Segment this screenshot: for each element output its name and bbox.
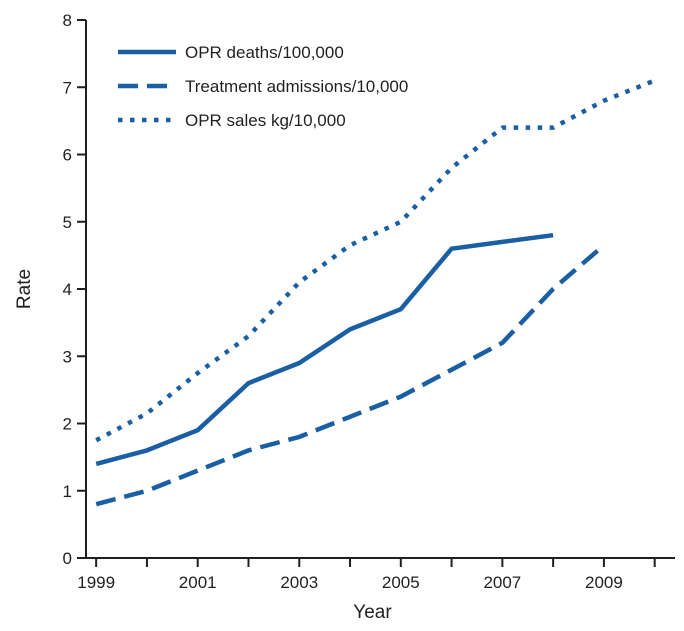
x-tick-label: 2009: [585, 573, 623, 592]
legend-item-0: OPR deaths/100,000: [118, 43, 344, 62]
y-tick-label: 7: [63, 78, 72, 97]
series-2-point: [601, 98, 606, 103]
y-tick-label: 5: [63, 213, 72, 232]
y-tick-label: 1: [63, 482, 72, 501]
y-tick-label: 0: [63, 549, 72, 568]
series-0-point: [500, 239, 505, 244]
y-axis-label: Rate: [14, 269, 35, 309]
series-line-2: [95, 78, 656, 443]
series-2-point: [297, 280, 302, 285]
series-0-point: [94, 461, 99, 466]
x-axis-ticks: 1999 2001 2003 2005 2007 2009: [77, 558, 656, 592]
series-0-point: [297, 360, 302, 365]
series-line-1: [95, 243, 606, 507]
legend-item-1: Treatment admissions/10,000: [118, 77, 408, 96]
x-tick-label: 2007: [483, 573, 521, 592]
x-tick-label: 2003: [280, 573, 318, 592]
series-1-point: [500, 340, 505, 345]
legend: OPR deaths/100,000 Treatment admissions/…: [118, 43, 408, 130]
y-tick-label: 6: [63, 146, 72, 165]
y-tick-label: 4: [63, 280, 72, 299]
axes-layer: [85, 20, 675, 559]
series-2-point: [449, 165, 454, 170]
series-2-point: [652, 78, 657, 83]
series-1-point: [297, 434, 302, 439]
series-2-point: [195, 371, 200, 376]
series-1-point: [601, 243, 606, 248]
y-tick-label: 2: [63, 415, 72, 434]
series-2-point: [398, 219, 403, 224]
series-2-point: [348, 243, 353, 248]
series-1-point: [246, 448, 251, 453]
series-0-point: [398, 307, 403, 312]
legend-item-2: OPR sales kg/10,000: [118, 111, 346, 130]
x-axis-label: Year: [353, 602, 392, 623]
series-2-point: [551, 125, 556, 130]
series-2-point: [500, 125, 505, 130]
series-1-point: [144, 488, 149, 493]
series-0-point: [144, 448, 149, 453]
series-2-point: [94, 438, 99, 443]
series-1-point: [398, 394, 403, 399]
series-0-point: [551, 233, 556, 238]
x-tick-label: 2005: [382, 573, 420, 592]
y-axis-ticks: 0 1 2 3 4 5 6 7 8: [63, 11, 86, 568]
series-0-point: [246, 381, 251, 386]
series-line-0: [95, 232, 554, 467]
series-0-point: [449, 246, 454, 251]
series-2-point: [246, 334, 251, 339]
legend-label-0: OPR deaths/100,000: [185, 43, 344, 62]
x-tick-label: 1999: [77, 573, 115, 592]
series-2-point: [144, 411, 149, 416]
series-0-point: [348, 327, 353, 332]
series-1-point: [348, 414, 353, 419]
series-0-point: [195, 428, 200, 433]
series-1-point: [551, 287, 556, 292]
y-tick-label: 8: [63, 11, 72, 30]
x-tick-label: 2001: [179, 573, 217, 592]
series-1-point: [195, 468, 200, 473]
legend-label-1: Treatment admissions/10,000: [185, 77, 408, 96]
series-layer: [94, 78, 657, 507]
y-tick-label: 3: [63, 347, 72, 366]
series-1-point: [449, 367, 454, 372]
series-1-point: [94, 502, 99, 507]
legend-label-2: OPR sales kg/10,000: [185, 111, 346, 130]
